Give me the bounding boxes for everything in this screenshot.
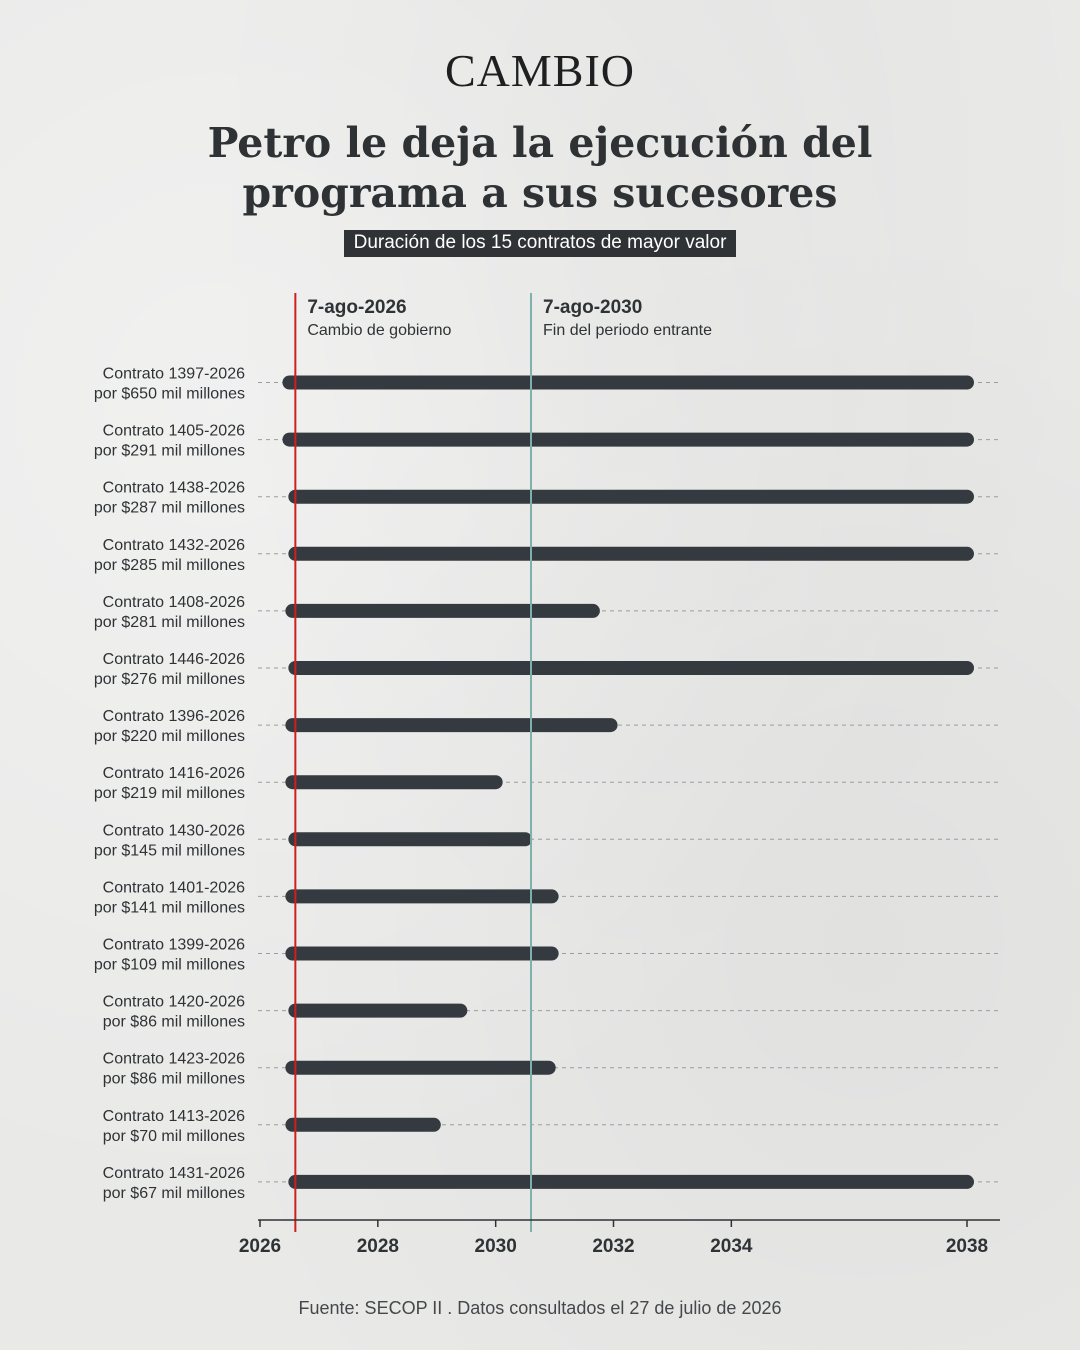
contract-label: Contrato 1446-2026 — [103, 651, 245, 668]
contract-value-label: por $86 mil millones — [103, 1071, 245, 1088]
contract-value-label: por $109 mil millones — [94, 957, 245, 974]
contract-value-label: por $141 mil millones — [94, 899, 245, 916]
contract-label: Contrato 1420-2026 — [103, 994, 245, 1011]
reference-date-label: 7-ago-2026 — [307, 297, 406, 318]
contract-label: Contrato 1405-2026 — [103, 423, 245, 440]
contract-label: Contrato 1438-2026 — [103, 480, 245, 497]
contract-label: Contrato 1397-2026 — [103, 366, 245, 383]
source-note: Fuente: SECOP II . Datos consultados el … — [298, 1298, 782, 1318]
x-axis-tick-label: 2030 — [475, 1236, 517, 1257]
reference-description-label: Cambio de gobierno — [307, 322, 451, 339]
contract-label: Contrato 1399-2026 — [103, 937, 245, 954]
contract-value-label: por $285 mil millones — [94, 557, 245, 574]
contract-label: Contrato 1396-2026 — [103, 708, 245, 725]
x-axis-tick-label: 2038 — [946, 1236, 988, 1257]
contract-value-label: por $145 mil millones — [94, 842, 245, 859]
reference-description-label: Fin del periodo entrante — [543, 322, 712, 339]
contract-label: Contrato 1423-2026 — [103, 1051, 245, 1068]
x-axis-tick-label: 2032 — [592, 1236, 634, 1257]
chart-title: Petro le deja la ejecución del programa … — [0, 118, 1080, 218]
x-axis-tick-label: 2028 — [357, 1236, 399, 1257]
contract-label: Contrato 1413-2026 — [103, 1108, 245, 1125]
contract-value-label: por $219 mil millones — [94, 785, 245, 802]
chart-subtitle: Duración de los 15 contratos de mayor va… — [343, 230, 737, 257]
contract-value-label: por $86 mil millones — [103, 1014, 245, 1031]
contract-value-label: por $287 mil millones — [94, 500, 245, 517]
x-axis-tick-label: 2026 — [239, 1236, 281, 1257]
contract-value-label: por $70 mil millones — [103, 1128, 245, 1145]
x-axis-tick-label: 2034 — [710, 1236, 753, 1257]
contract-value-label: por $281 mil millones — [94, 614, 245, 631]
contract-value-label: por $276 mil millones — [94, 671, 245, 688]
reference-date-label: 7-ago-2030 — [543, 297, 642, 318]
chart-title-line-1: Petro le deja la ejecución del — [207, 119, 873, 167]
brand-logo: CAMBIO — [444, 45, 636, 96]
contract-label: Contrato 1401-2026 — [103, 879, 245, 896]
contract-value-label: por $291 mil millones — [94, 443, 245, 460]
contract-value-label: por $220 mil millones — [94, 728, 245, 745]
contract-label: Contrato 1430-2026 — [103, 822, 245, 839]
contract-label: Contrato 1408-2026 — [103, 594, 245, 611]
contract-value-label: por $67 mil millones — [103, 1185, 245, 1202]
contract-label: Contrato 1431-2026 — [103, 1165, 245, 1182]
contract-value-label: por $650 mil millones — [94, 386, 245, 403]
contract-label: Contrato 1432-2026 — [103, 537, 245, 554]
chart-title-line-2: programa a sus sucesores — [242, 169, 838, 217]
chart-subtitle-wrap: Duración de los 15 contratos de mayor va… — [0, 230, 1080, 257]
contract-label: Contrato 1416-2026 — [103, 765, 245, 782]
